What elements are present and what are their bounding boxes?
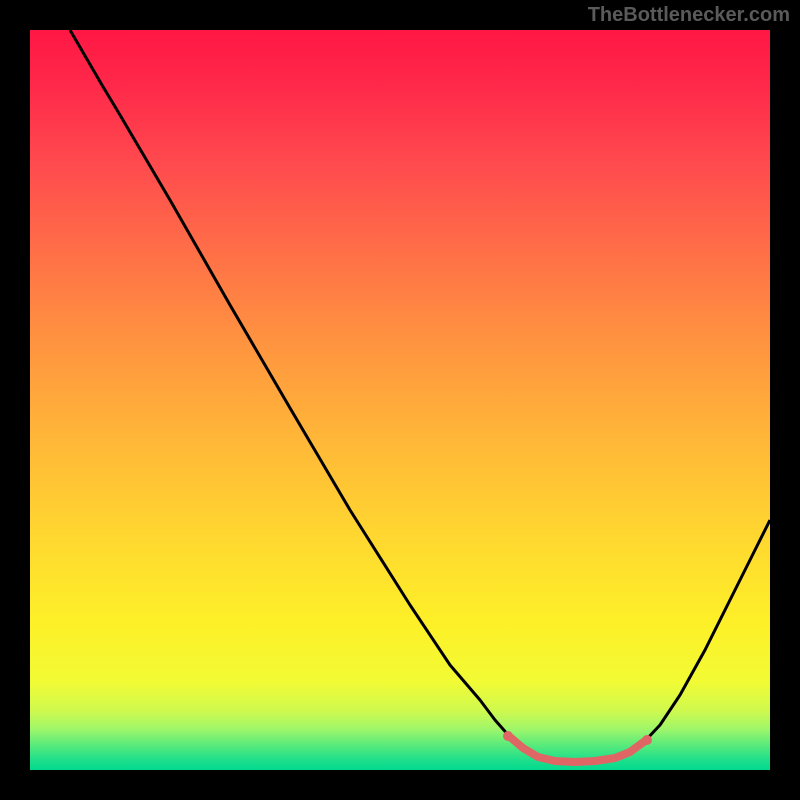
trough-highlight xyxy=(510,737,645,762)
curve-layer xyxy=(30,30,770,770)
bottleneck-curve xyxy=(70,30,770,762)
trough-dot xyxy=(503,731,513,741)
trough-dots xyxy=(503,731,652,745)
trough-dot xyxy=(642,735,652,745)
plot-area xyxy=(30,30,770,770)
chart-container: TheBottlenecker.com xyxy=(0,0,800,800)
watermark-text: TheBottlenecker.com xyxy=(588,4,790,27)
